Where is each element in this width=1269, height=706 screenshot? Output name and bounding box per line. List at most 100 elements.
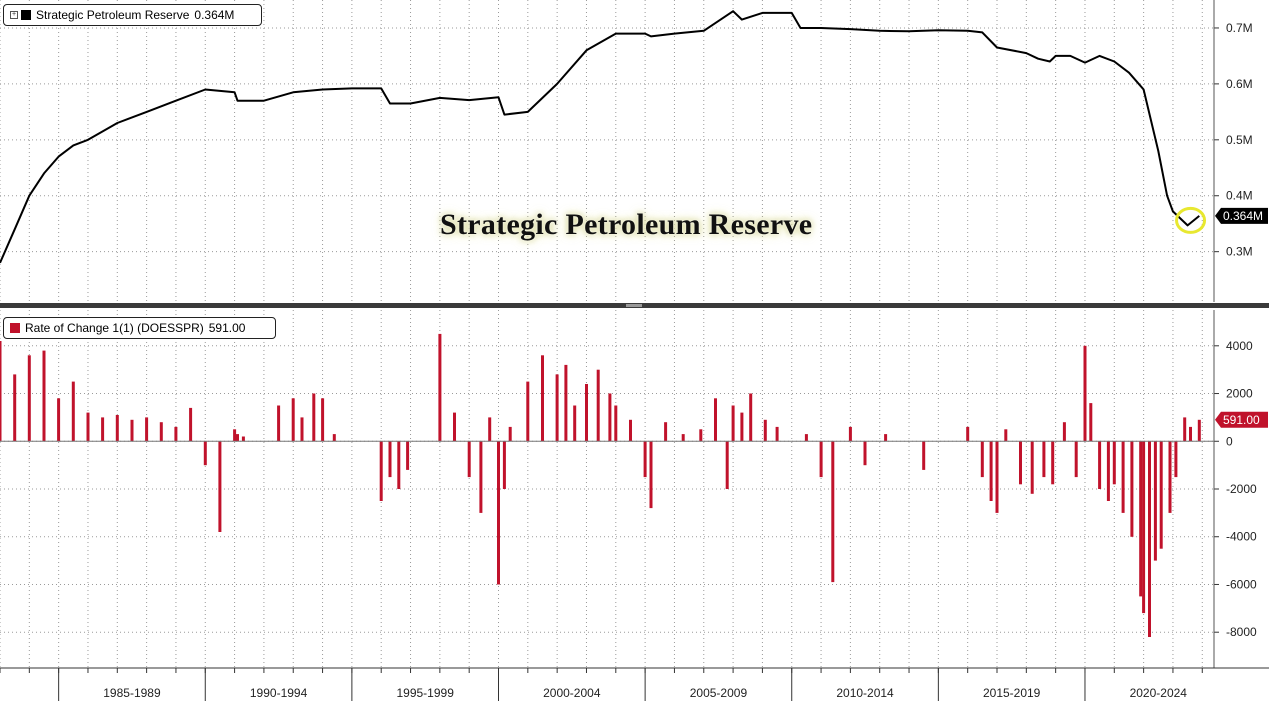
x-axis-layer: 1985-1989 1990-1994 1995-1999 2000-2004 2005… [0, 667, 1269, 701]
roc-bar [526, 381, 530, 442]
y-tick-label-top: 0.4M [1226, 189, 1253, 203]
y-tick-label-top: 0.6M [1226, 77, 1253, 91]
roc-bar [379, 441, 383, 501]
legend-toggle-icon[interactable]: + [10, 11, 18, 19]
roc-bar [731, 405, 735, 442]
roc-bar [1098, 441, 1102, 489]
roc-bar [819, 441, 823, 478]
roc-bar [233, 429, 237, 442]
roc-bar [236, 434, 239, 442]
roc-bar [596, 369, 600, 442]
roc-bar [989, 441, 993, 501]
panel-separator[interactable] [0, 303, 1269, 308]
roc-bar [508, 426, 512, 442]
x-period-label: 2015-2019 [983, 686, 1041, 700]
roc-bar [555, 374, 559, 442]
roc-bar [714, 398, 717, 442]
roc-bar [980, 441, 984, 478]
reserve-line [0, 10, 1200, 264]
x-period-label: 2000-2004 [543, 686, 601, 700]
roc-bar [585, 384, 588, 442]
legend-bottom[interactable]: Rate of Change 1(1) (DOESSPR) 591.00 [3, 317, 276, 339]
roc-bar [995, 441, 999, 513]
roc-bar [42, 350, 46, 442]
roc-bar [1174, 441, 1178, 478]
roc-bar [218, 441, 222, 532]
roc-bar [573, 405, 577, 442]
last-value-tag-bg [1215, 207, 1268, 224]
roc-bar [681, 434, 685, 442]
roc-bar [1062, 422, 1066, 442]
roc-bar [71, 381, 75, 442]
last-value-tag-top: 0.364M [1215, 207, 1268, 224]
roc-bar [848, 426, 852, 442]
roc-bar [922, 441, 926, 470]
roc-bar [488, 417, 492, 442]
y-tick-label-bottom: 4000 [1226, 339, 1253, 353]
overlay-title: Strategic Petroleum Reserve [440, 208, 813, 241]
roc-bar [1019, 441, 1022, 485]
roc-bar [86, 412, 90, 442]
highlight-circle [1175, 206, 1207, 234]
roc-bar [397, 441, 401, 489]
roc-bar [831, 441, 835, 583]
y-tick-label-top: 0.7M [1226, 21, 1253, 35]
x-period-label: 1995-1999 [396, 686, 454, 700]
roc-bar [1142, 441, 1146, 614]
roc-bar [1112, 441, 1116, 485]
y-tick-label-bottom: -4000 [1226, 530, 1257, 544]
roc-bar [0, 341, 2, 442]
roc-bar [388, 441, 392, 478]
roc-bar [1130, 441, 1134, 537]
roc-bar [101, 417, 105, 442]
roc-bar [312, 393, 316, 442]
roc-bar [1183, 417, 1187, 442]
legend-top[interactable]: + Strategic Petroleum Reserve 0.364M [3, 4, 262, 26]
roc-bar [749, 393, 753, 442]
roc-bar [1159, 441, 1163, 549]
roc-bar [629, 419, 632, 442]
roc-bar [1051, 441, 1055, 485]
roc-bar [1083, 345, 1087, 442]
roc-bar [1004, 429, 1008, 442]
roc-bar [884, 434, 888, 442]
roc-bar [502, 441, 506, 489]
roc-bar [1074, 441, 1078, 478]
roc-bar [1139, 441, 1143, 597]
roc-bar [1168, 441, 1172, 513]
x-period-label: 1990-1994 [250, 686, 308, 700]
last-value-tag-text: 591.00 [1223, 413, 1260, 427]
last-value-tag-bg [1215, 411, 1268, 428]
roc-bar [775, 426, 779, 442]
roc-bar [321, 398, 325, 442]
roc-bar [115, 415, 119, 442]
separator-grip-icon [626, 304, 642, 307]
roc-bar [1148, 441, 1151, 637]
roc-bar [332, 434, 336, 442]
reserve-line-layer [0, 10, 1207, 264]
roc-bar [1089, 403, 1093, 442]
roc-bar [1197, 419, 1201, 442]
last-value-tag-text: 0.364M [1223, 209, 1263, 223]
legend-swatch-line [21, 10, 31, 20]
roc-bar [763, 419, 767, 442]
roc-bar [608, 393, 612, 442]
roc-bar [174, 426, 178, 442]
roc-bar [863, 441, 867, 466]
roc-bar [27, 355, 31, 442]
axis-layer: 0.3M 0.4M 0.5M 0.6M 0.7M -8000 -6000 -4000 -2000… [0, 0, 1268, 668]
roc-bar [277, 405, 281, 442]
roc-bar [1030, 441, 1034, 494]
roc-bar [541, 355, 544, 442]
x-period-label: 2005-2009 [690, 686, 748, 700]
roc-bar [145, 417, 149, 442]
roc-bar [479, 441, 483, 513]
y-tick-label-bottom: 2000 [1226, 387, 1253, 401]
roc-bar [438, 333, 442, 442]
roc-bar [643, 441, 647, 478]
roc-bar [1042, 441, 1046, 478]
y-tick-label-bottom: -8000 [1226, 625, 1257, 639]
y-tick-label-bottom: -2000 [1226, 482, 1257, 496]
roc-bar [241, 436, 245, 442]
